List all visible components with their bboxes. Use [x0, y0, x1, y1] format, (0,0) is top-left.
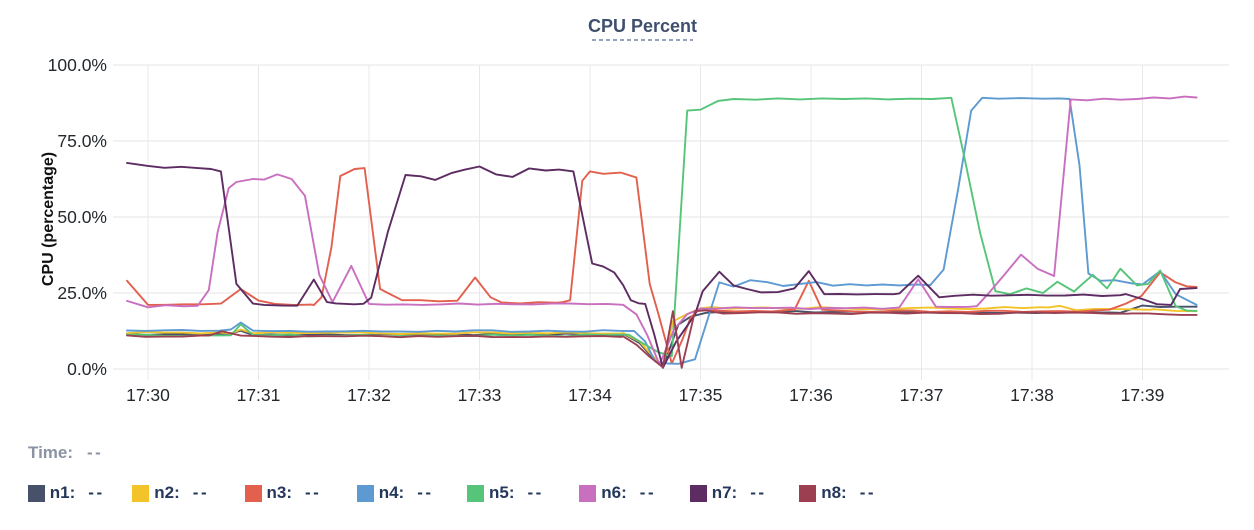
svg-text:25.0%: 25.0% [57, 283, 107, 303]
svg-text:75.0%: 75.0% [57, 131, 107, 151]
svg-text:17:36: 17:36 [789, 385, 833, 405]
svg-text:100.0%: 100.0% [48, 55, 107, 75]
svg-text:17:39: 17:39 [1121, 385, 1165, 405]
svg-text:17:31: 17:31 [237, 385, 281, 405]
svg-text:17:34: 17:34 [568, 385, 612, 405]
svg-text:17:37: 17:37 [900, 385, 944, 405]
svg-text:0.0%: 0.0% [67, 359, 107, 379]
svg-text:17:32: 17:32 [347, 385, 391, 405]
svg-text:17:38: 17:38 [1010, 385, 1054, 405]
svg-text:50.0%: 50.0% [57, 207, 107, 227]
svg-text:CPU (percentage): CPU (percentage) [40, 152, 57, 286]
svg-text:17:35: 17:35 [679, 385, 723, 405]
svg-text:17:33: 17:33 [458, 385, 502, 405]
svg-text:17:30: 17:30 [126, 385, 170, 405]
